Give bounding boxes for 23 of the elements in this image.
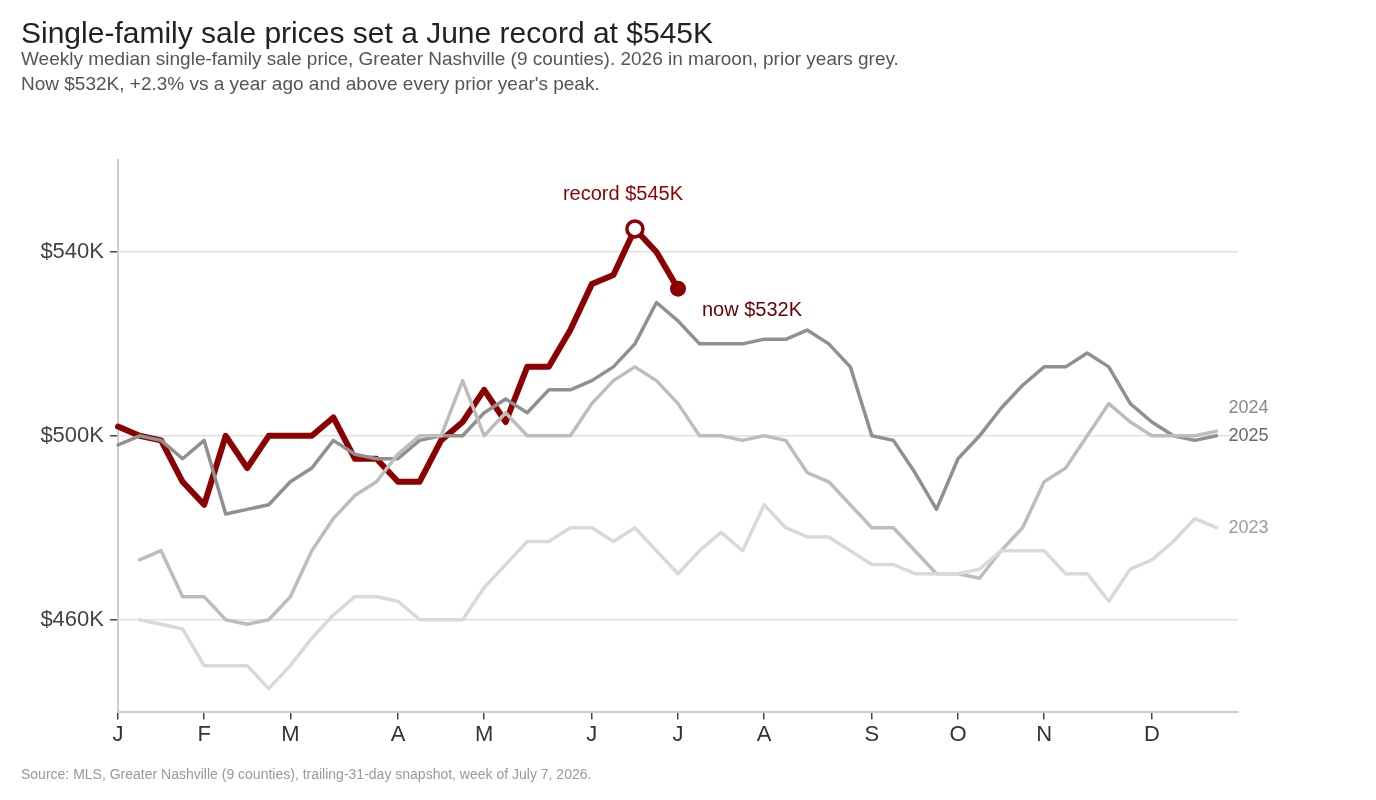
x-tick-label: F (197, 720, 211, 746)
x-tick-label: D (1143, 720, 1160, 746)
series-label: 2024 (1228, 396, 1269, 417)
annotation: record $545K (562, 182, 684, 205)
x-tick-label: J (112, 720, 124, 746)
chart-subtitle: Weekly median single-family sale price, Greater Nashville (9 counties). 2026 in maroon, prior years grey. Now $532K, +2.3% vs a year ago and above every prior year's peak. (21, 48, 899, 96)
y-tick-label: $460K (40, 605, 105, 631)
x-tick-label: S (864, 720, 880, 746)
x-tick-label: A (390, 720, 406, 746)
source-note: Source: MLS, Greater Nashville (9 counties), trailing-31-day snapshot, week of July 7, 2026. (21, 766, 592, 782)
chart-title: Single-family sale prices set a June record at $545K (21, 16, 714, 50)
x-tick-label: J (672, 720, 684, 746)
x-tick-label: J (586, 720, 598, 746)
x-tick-label: M (281, 720, 300, 746)
y-tick-label: $540K (40, 238, 105, 263)
x-tick-label: A (756, 720, 772, 746)
x-tick-label: N (1036, 720, 1053, 746)
x-tick-label: O (949, 720, 967, 746)
annotation: now $532K (702, 298, 803, 321)
y-tick-label: $500K (40, 421, 105, 447)
series-label: 2023 (1228, 516, 1269, 537)
series-label: 2025 (1228, 424, 1269, 445)
x-tick-label: M (474, 720, 494, 746)
